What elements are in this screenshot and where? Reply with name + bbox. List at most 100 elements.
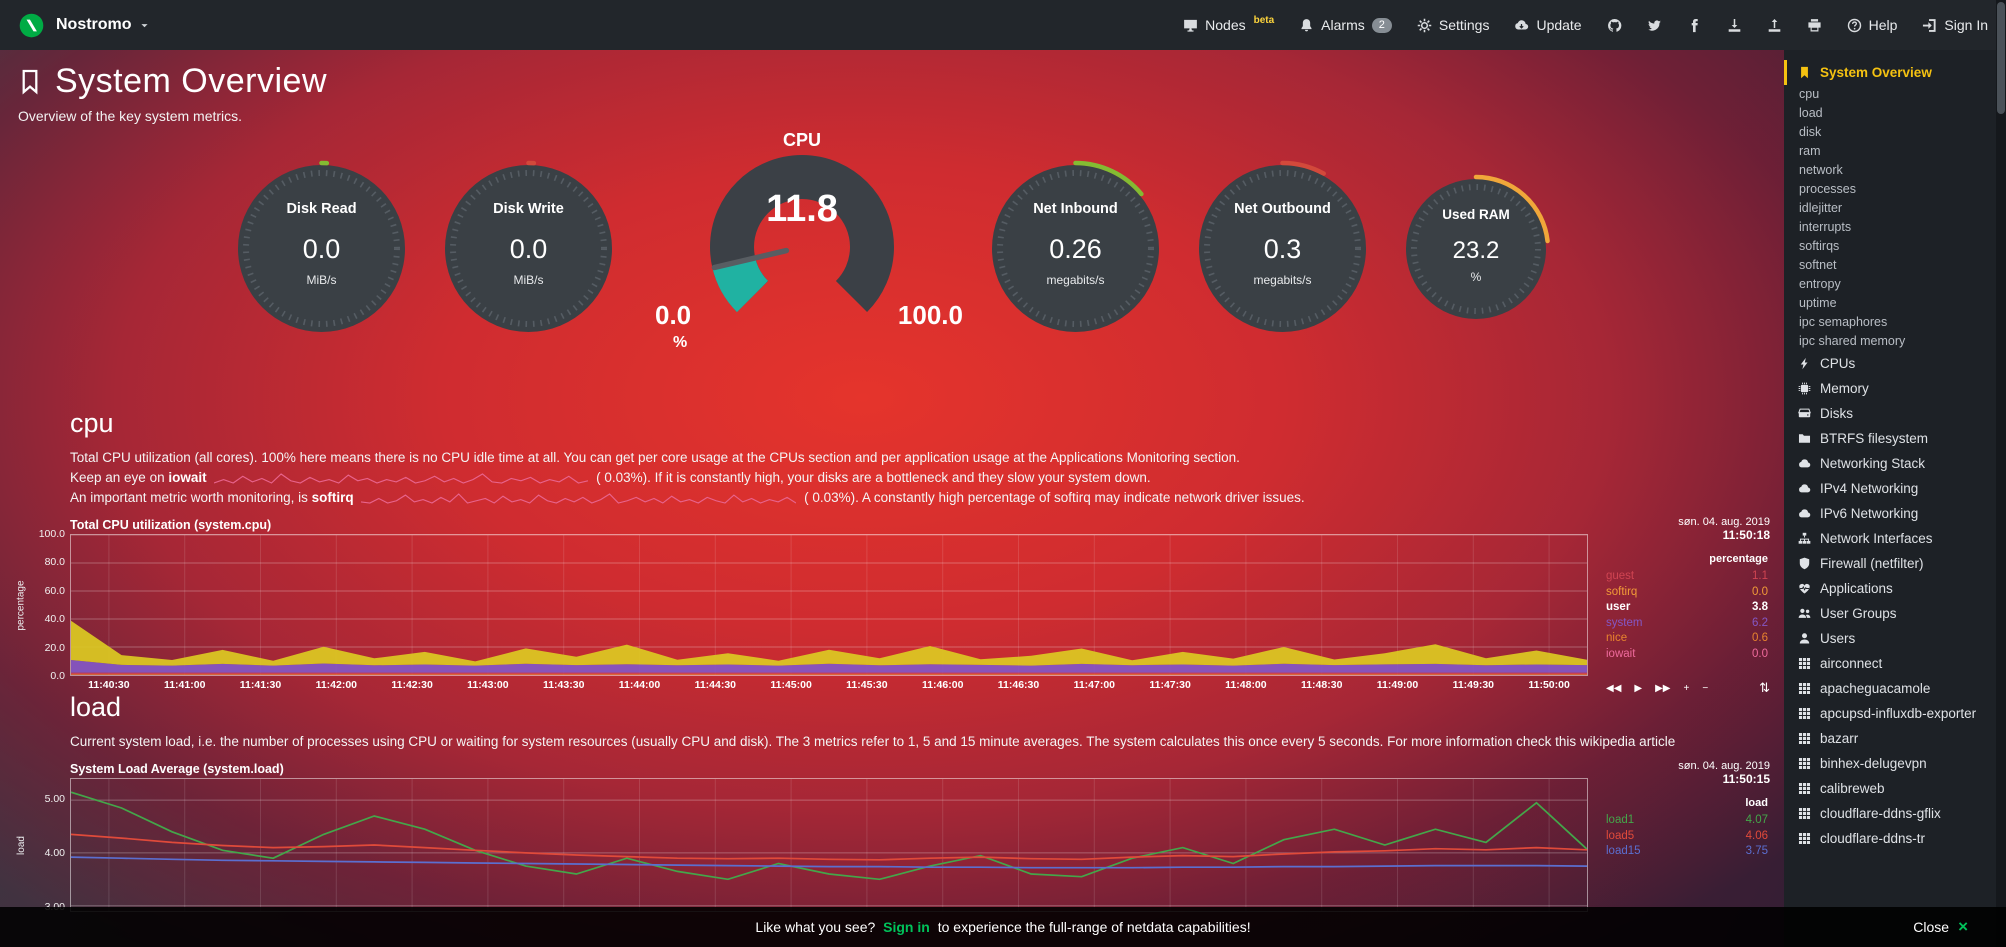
navbar-item-settings[interactable]: Settings [1417, 17, 1489, 33]
sidebar-sub-processes[interactable]: processes [1799, 182, 1856, 196]
x-tick-label: 11:41:30 [239, 679, 282, 691]
sidebar-sub-disk[interactable]: disk [1799, 125, 1822, 139]
sidebar-sub-uptime[interactable]: uptime [1799, 296, 1837, 310]
signin-banner: Like what you see? Sign in to experience… [0, 907, 2006, 947]
sidebar-sub-ipc-shared-memory[interactable]: ipc shared memory [1799, 334, 1906, 348]
legend-item-guest[interactable]: guest 1.1 [1606, 569, 1772, 585]
sidebar-item-binhex-delugevpn[interactable]: binhex-delugevpn [1784, 751, 1996, 776]
y-tick-label: 80.0 [44, 556, 65, 569]
sidebar-item-btrfs-filesystem[interactable]: BTRFS filesystem [1784, 426, 1996, 451]
navbar-item-print[interactable] [1807, 18, 1822, 33]
legend-item-load1[interactable]: load1 4.07 [1606, 813, 1772, 829]
navbar-item-load-snapshot[interactable] [1767, 18, 1782, 33]
facebook-icon [1691, 18, 1698, 32]
navbar-item-save-snapshot[interactable] [1727, 18, 1742, 33]
sidebar-item-applications[interactable]: Applications [1784, 576, 1996, 601]
gauge-cpu[interactable]: CPU 11.8 0.0 100.0% [647, 130, 963, 370]
sidebar-item-apcupsd-influxdb-exporter[interactable]: apcupsd-influxdb-exporter [1784, 701, 1996, 726]
netdata-logo[interactable] [18, 12, 45, 39]
legend-item-system[interactable]: system 6.2 [1606, 616, 1772, 632]
sidebar-item-cloudflare-ddns-tr[interactable]: cloudflare-ddns-tr [1784, 826, 1996, 851]
sidebar-sub-softnet[interactable]: softnet [1799, 258, 1837, 272]
navbar-item-twitter[interactable] [1647, 18, 1662, 33]
sidebar-item-apacheguacamole[interactable]: apacheguacamole [1784, 676, 1996, 701]
page-scrollbar[interactable] [1996, 0, 2006, 947]
signin-link[interactable]: Sign in [883, 919, 930, 935]
y-axis-ticks: 0.0 20.0 40.0 60.0 80.0 100.0 [28, 528, 70, 682]
sidebar-item-ipv6-networking[interactable]: IPv6 Networking [1784, 501, 1996, 526]
sidebar-item-system-overview[interactable]: System Overview [1784, 60, 1996, 85]
chart-resize-handle-button[interactable]: ⇅ [1759, 680, 1770, 695]
user-icon [1799, 633, 1810, 644]
navbar-item-nodes[interactable]: Nodes beta [1183, 15, 1274, 33]
scrollbar-thumb[interactable] [1997, 2, 2005, 114]
legend-item-softirq[interactable]: softirq 0.0 [1606, 585, 1772, 601]
gauge-net-outbound[interactable]: Net Outbound 0.3 megabits/s [1194, 160, 1371, 337]
legend-item-nice[interactable]: nice 0.6 [1606, 631, 1772, 647]
navbar-item-sign-in[interactable]: Sign In [1922, 17, 1988, 33]
sidebar-item-memory[interactable]: Memory [1784, 376, 1996, 401]
sidebar-sub-network[interactable]: network [1799, 163, 1843, 177]
sidebar-sub-idlejitter[interactable]: idlejitter [1799, 201, 1843, 215]
chart-title: Total CPU utilization (system.cpu) [70, 518, 272, 532]
softirq-sparkline[interactable] [361, 491, 797, 506]
gauge-disk-read[interactable]: Disk Read 0.0 MiB/s [233, 160, 410, 337]
sidebar-item-label: BTRFS filesystem [1820, 430, 1929, 446]
gauge-unit: MiB/s [306, 273, 337, 288]
cpu-description-2: Keep an eye on iowait ( 0.03%). If it is… [70, 468, 1784, 488]
text: If it is constantly high, your disks are… [650, 470, 1151, 485]
sidebar-item-airconnect[interactable]: airconnect [1784, 651, 1996, 676]
sidebar-item-network-interfaces[interactable]: Network Interfaces [1784, 526, 1996, 551]
sidebar-item-label: cloudflare-ddns-tr [1820, 830, 1926, 846]
iowait-sparkline[interactable] [214, 471, 589, 486]
chart-legend: søn. 04. aug. 2019 11:50:18 percentage g… [1596, 516, 1772, 696]
sidebar-item-firewall-netfilter[interactable]: Firewall (netfilter) [1784, 551, 1996, 576]
gauge-value: 0.0 [302, 234, 341, 265]
sidebar-sub-cpu[interactable]: cpu [1799, 87, 1820, 101]
chart-rewind-button[interactable]: ◀◀ [1606, 682, 1622, 694]
legend-item-iowait[interactable]: iowait 0.0 [1606, 647, 1772, 663]
chevron-down-icon[interactable] [139, 20, 150, 31]
gauge-disk-write[interactable]: Disk Write 0.0 MiB/s [440, 160, 617, 337]
cpu-plot-area[interactable]: 11:40:30 11:41:00 11:41:30 11:42:00 11:42:30… [70, 534, 1588, 691]
navbar-item-facebook[interactable] [1687, 18, 1702, 33]
gauge-title: Disk Read [286, 200, 357, 217]
sidebar-item-cpus[interactable]: CPUs [1784, 351, 1996, 376]
sidebar-item-ipv4-networking[interactable]: IPv4 Networking [1784, 476, 1996, 501]
legend-item-load5[interactable]: load5 4.06 [1606, 829, 1772, 845]
sidebar-sub-entropy[interactable]: entropy [1799, 277, 1841, 291]
sidebar-item-calibreweb[interactable]: calibreweb [1784, 776, 1996, 801]
sidebar-item-users[interactable]: Users [1784, 626, 1996, 651]
load-description: Current system load, i.e. the number of … [70, 732, 1784, 752]
navbar-item-update[interactable]: Update [1514, 17, 1582, 33]
node-name-dropdown[interactable]: Nostromo [56, 16, 132, 33]
legend-item-user[interactable]: user 3.8 [1606, 600, 1772, 616]
legend-item-load15[interactable]: load15 3.75 [1606, 844, 1772, 860]
sidebar-sub-load[interactable]: load [1799, 106, 1823, 120]
chart-time: 11:50:15 [1722, 772, 1770, 786]
wikipedia-link[interactable]: wikipedia article [1579, 734, 1676, 749]
chart-zoom-out-button[interactable]: − [1702, 682, 1709, 694]
load-plot-area[interactable] [70, 778, 1588, 912]
chart-header: Total CPU utilization (system.cpu) [70, 516, 1588, 534]
navbar-item-help[interactable]: Help [1847, 17, 1897, 33]
chart-play-button[interactable]: ▶ [1634, 682, 1643, 694]
gauge-net-inbound[interactable]: Net Inbound 0.26 megabits/s [987, 160, 1164, 337]
sidebar-item-networking-stack[interactable]: Networking Stack [1784, 451, 1996, 476]
chart-zoom-in-button[interactable]: + [1683, 682, 1690, 694]
chart-fast-forward-button[interactable]: ▶▶ [1655, 682, 1671, 694]
navbar-item-alarms[interactable]: Alarms 2 [1299, 17, 1392, 33]
close-banner-button[interactable]: Close × [1913, 917, 1968, 937]
sidebar-sub-softirqs[interactable]: softirqs [1799, 239, 1840, 253]
navbar-item-github[interactable] [1607, 18, 1622, 33]
sidebar-item-disks[interactable]: Disks [1784, 401, 1996, 426]
gauge-max: 100.0 [897, 300, 963, 330]
sidebar-sub-interrupts[interactable]: interrupts [1799, 220, 1852, 234]
sidebar-item-bazarr[interactable]: bazarr [1784, 726, 1996, 751]
sidebar-sub-ipc-semaphores[interactable]: ipc semaphores [1799, 315, 1888, 329]
sidebar-item-cloudflare-ddns-gflix[interactable]: cloudflare-ddns-gflix [1784, 801, 1996, 826]
y-tick-label: 5.00 [44, 793, 65, 806]
gauge-used-ram[interactable]: Used RAM 23.2% [1401, 174, 1551, 324]
sidebar-item-user-groups[interactable]: User Groups [1784, 601, 1996, 626]
sidebar-sub-ram[interactable]: ram [1799, 144, 1821, 158]
